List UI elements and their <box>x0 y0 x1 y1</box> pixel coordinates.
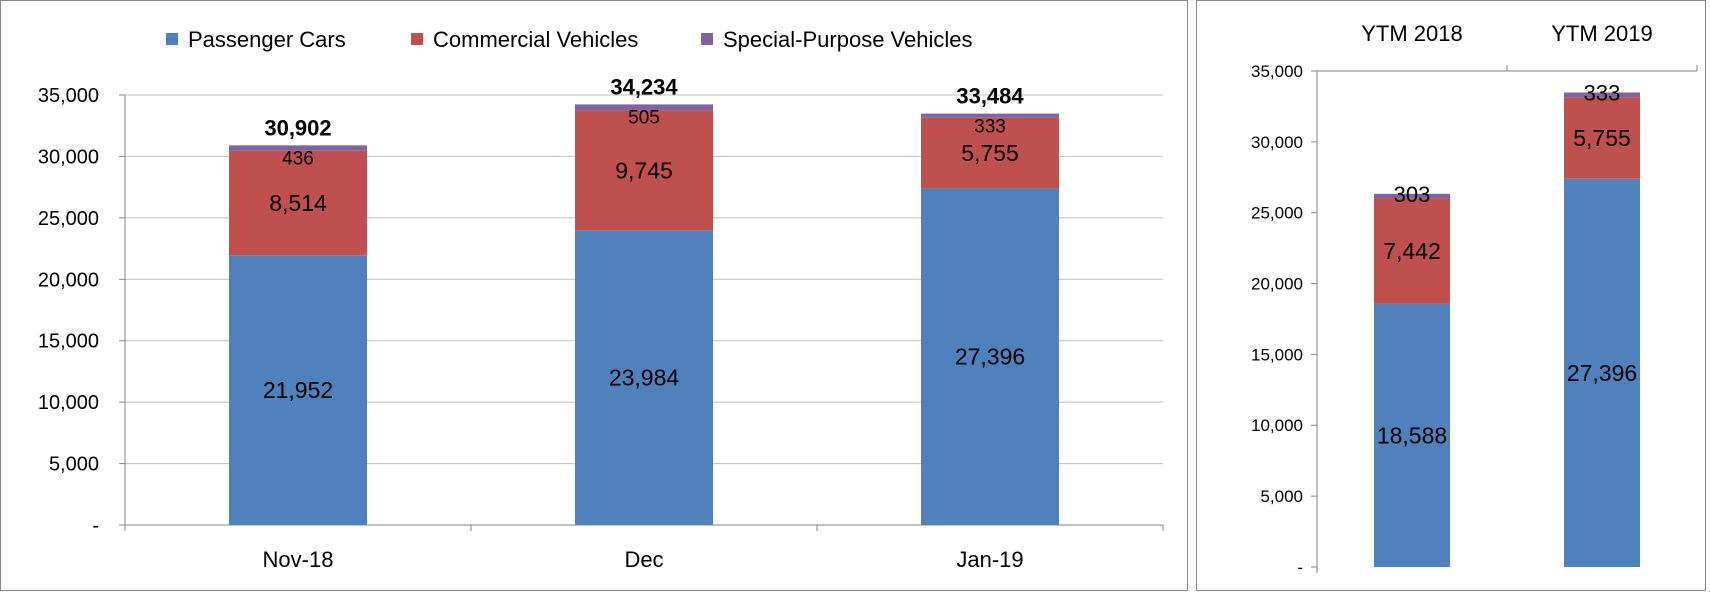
bar-segment-passenger-cars <box>575 230 713 526</box>
bar-segment-commercial-vehicles <box>921 117 1059 189</box>
legend-swatch <box>701 33 713 45</box>
y-tick-label: 20,000 <box>1251 275 1303 294</box>
legend-entry: Passenger Cars <box>188 27 346 52</box>
y-tick-label: 35,000 <box>38 85 99 107</box>
y-tick-label: 25,000 <box>1251 204 1303 223</box>
data-label: 303 <box>1394 182 1431 207</box>
bar-segment-special-purpose-vehicles <box>1374 193 1450 199</box>
y-tick-label: - <box>92 515 99 537</box>
y-tick-label: 30,000 <box>1251 133 1303 152</box>
data-label: 7,442 <box>1383 238 1441 264</box>
data-label: 27,396 <box>1567 360 1637 386</box>
y-tick-label: 15,000 <box>1251 345 1303 364</box>
bar-segment-passenger-cars <box>1374 303 1450 567</box>
bar-segment-commercial-vehicles <box>575 110 713 231</box>
ytm-sales-chart-panel: - 5,000 10,000 15,000 20,000 25,000 30,000 35,0… <box>1196 0 1706 591</box>
category-label: Nov-18 <box>263 547 334 572</box>
y-tick-label: 10,000 <box>38 392 99 414</box>
data-label: 27,396 <box>955 344 1025 370</box>
legend-swatch <box>411 33 423 45</box>
y-tick-label: 15,000 <box>38 331 99 353</box>
data-label: 333 <box>1584 80 1621 105</box>
y-tick-label: - <box>1297 558 1303 577</box>
data-label: 5,755 <box>961 140 1019 166</box>
bar-segment-special-purpose-vehicles <box>1564 92 1640 98</box>
bar-segment-commercial-vehicles <box>1374 198 1450 304</box>
data-label: 333 <box>974 117 1006 138</box>
y-tick-label: 20,000 <box>38 269 99 291</box>
data-label: 18,588 <box>1377 422 1447 448</box>
monthly-sales-chart-panel: Passenger Cars Commercial Vehicles Special… <box>0 0 1188 591</box>
legend-swatch <box>166 33 178 45</box>
bar-segment-special-purpose-vehicles <box>575 104 713 111</box>
data-label: 505 <box>628 107 660 128</box>
data-label: 23,984 <box>609 365 680 391</box>
y-tick-label: 25,000 <box>38 208 99 230</box>
bar-segment-passenger-cars <box>1564 178 1640 568</box>
y-tick-label: 35,000 <box>1251 62 1303 81</box>
total-label: 34,234 <box>610 74 678 99</box>
bar-segment-passenger-cars <box>921 188 1059 525</box>
data-label: 436 <box>282 148 314 169</box>
monthly-sales-chart: Passenger Cars Commercial Vehicles Special… <box>38 27 1164 572</box>
bar-segment-passenger-cars <box>229 255 367 525</box>
y-tick-label: 30,000 <box>38 146 99 168</box>
y-tick-label: 5,000 <box>49 454 99 476</box>
bar-segment-commercial-vehicles <box>229 150 367 256</box>
total-label: 33,484 <box>956 84 1024 109</box>
category-label: Dec <box>624 547 663 572</box>
legend: Passenger Cars Commercial Vehicles Special… <box>166 27 972 52</box>
bar-segment-special-purpose-vehicles <box>921 113 1059 118</box>
category-label: YTM 2018 <box>1361 21 1463 46</box>
ytm-sales-chart: - 5,000 10,000 15,000 20,000 25,000 30,000 35,0… <box>1251 21 1698 577</box>
data-label: 9,745 <box>615 157 673 183</box>
data-label: 5,755 <box>1573 125 1631 151</box>
legend-entry: Commercial Vehicles <box>433 27 638 52</box>
bar-segment-special-purpose-vehicles <box>229 145 367 151</box>
y-tick-label: 5,000 <box>1260 487 1303 506</box>
legend-entry: Special-Purpose Vehicles <box>723 27 972 52</box>
category-label: YTM 2019 <box>1551 21 1653 46</box>
bar-segment-commercial-vehicles <box>1564 97 1640 179</box>
y-tick-label: 10,000 <box>1251 416 1303 435</box>
category-label: Jan-19 <box>956 547 1023 572</box>
total-label: 30,902 <box>264 115 331 140</box>
data-label: 8,514 <box>269 190 327 216</box>
data-label: 21,952 <box>263 377 333 403</box>
